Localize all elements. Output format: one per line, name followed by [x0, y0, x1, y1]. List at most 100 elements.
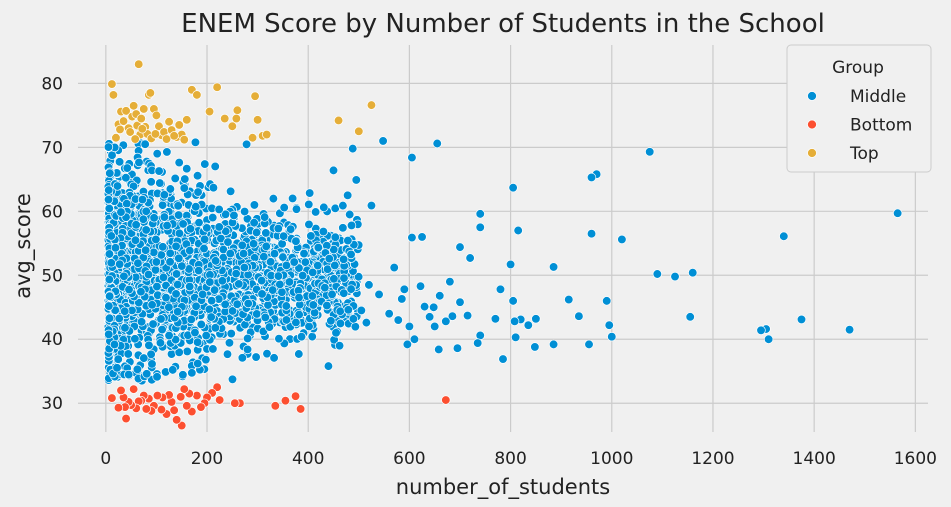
middle-point: [229, 210, 239, 221]
middle-point: [148, 319, 158, 329]
middle-point: [329, 244, 339, 255]
middle-point: [139, 353, 149, 363]
middle-point: [361, 317, 372, 328]
middle-point: [289, 257, 299, 267]
middle-point: [205, 277, 215, 287]
bottom-point: [196, 402, 206, 412]
middle-point: [308, 300, 318, 310]
top-point: [121, 106, 131, 116]
middle-point: [170, 173, 180, 184]
middle-point: [281, 315, 292, 325]
middle-point: [455, 242, 465, 252]
middle-point: [259, 212, 270, 222]
middle-point: [104, 185, 114, 195]
middle-point: [892, 208, 903, 218]
top-point: [115, 124, 125, 135]
middle-point: [225, 186, 236, 196]
middle-point: [335, 318, 346, 329]
middle-point: [278, 252, 288, 262]
top-point: [250, 91, 260, 101]
middle-point: [173, 279, 183, 290]
middle-point: [141, 206, 151, 216]
middle-point: [399, 284, 409, 295]
middle-point: [378, 136, 388, 146]
middle-point: [232, 299, 242, 309]
tick-labels: 0 200 400 600 800 1000 1200 1400 1600 30 40 50 60 70 8…: [41, 74, 937, 469]
middle-point: [584, 339, 594, 350]
middle-point: [103, 194, 114, 205]
middle-point: [151, 257, 162, 267]
middle-point: [114, 313, 124, 324]
middle-point: [162, 220, 172, 231]
top-point: [252, 115, 263, 125]
top-point: [139, 104, 149, 114]
middle-point: [299, 248, 309, 259]
middle-point: [286, 224, 296, 234]
middle-point: [158, 242, 168, 252]
top-point: [136, 113, 146, 124]
middle-point: [144, 340, 154, 350]
middle-point: [136, 287, 146, 297]
middle-point: [252, 309, 262, 319]
top-point: [179, 135, 189, 145]
middle-point: [174, 157, 184, 168]
middle-point: [564, 294, 574, 305]
middle-point: [146, 177, 156, 187]
middle-point: [159, 190, 169, 200]
middle-point: [419, 301, 430, 312]
bottom-point: [169, 405, 179, 415]
y-tick-label: 30: [41, 394, 63, 414]
middle-point: [259, 252, 269, 262]
middle-point: [106, 258, 116, 268]
middle-point: [104, 274, 115, 285]
middle-point: [455, 297, 465, 307]
middle-point: [104, 301, 114, 311]
middle-point: [165, 248, 175, 258]
bottom-point: [156, 404, 167, 415]
top-point: [164, 117, 174, 127]
middle-point: [435, 291, 445, 301]
middle-point: [531, 314, 541, 324]
middle-point: [343, 190, 353, 200]
middle-point: [307, 331, 317, 342]
middle-point: [306, 231, 316, 241]
middle-point: [165, 257, 175, 267]
middle-point: [343, 305, 353, 315]
bottom-point: [182, 401, 192, 411]
bottom-point: [172, 415, 182, 425]
middle-point: [171, 269, 182, 279]
bottom-point: [441, 395, 451, 405]
legend-marker-bottom: [807, 119, 817, 130]
middle-point: [182, 346, 192, 357]
middle-point: [197, 289, 208, 300]
middle-point: [224, 338, 235, 348]
middle-point: [130, 235, 141, 245]
top-point: [262, 129, 272, 140]
middle-point: [149, 247, 159, 257]
middle-point: [523, 320, 533, 330]
middle-point: [179, 183, 189, 193]
middle-point: [495, 284, 506, 295]
middle-point: [185, 281, 195, 292]
middle-point: [338, 254, 349, 264]
middle-point: [308, 267, 318, 278]
top-point: [118, 116, 129, 126]
middle-point: [281, 260, 292, 271]
middle-point: [294, 263, 304, 273]
x-tick-label: 200: [191, 449, 223, 469]
middle-point: [202, 223, 212, 233]
middle-point: [763, 334, 774, 344]
middle-point: [505, 259, 516, 270]
middle-point: [214, 204, 224, 215]
middle-point: [104, 313, 115, 323]
middle-point: [462, 310, 473, 321]
middle-point: [174, 228, 185, 239]
middle-point: [193, 187, 203, 197]
middle-point: [131, 220, 141, 230]
bottom-point: [152, 390, 163, 401]
top-point: [212, 82, 222, 92]
middle-point: [269, 249, 280, 259]
middle-point: [121, 173, 131, 183]
middle-point: [110, 305, 120, 315]
middle-point: [180, 174, 190, 184]
